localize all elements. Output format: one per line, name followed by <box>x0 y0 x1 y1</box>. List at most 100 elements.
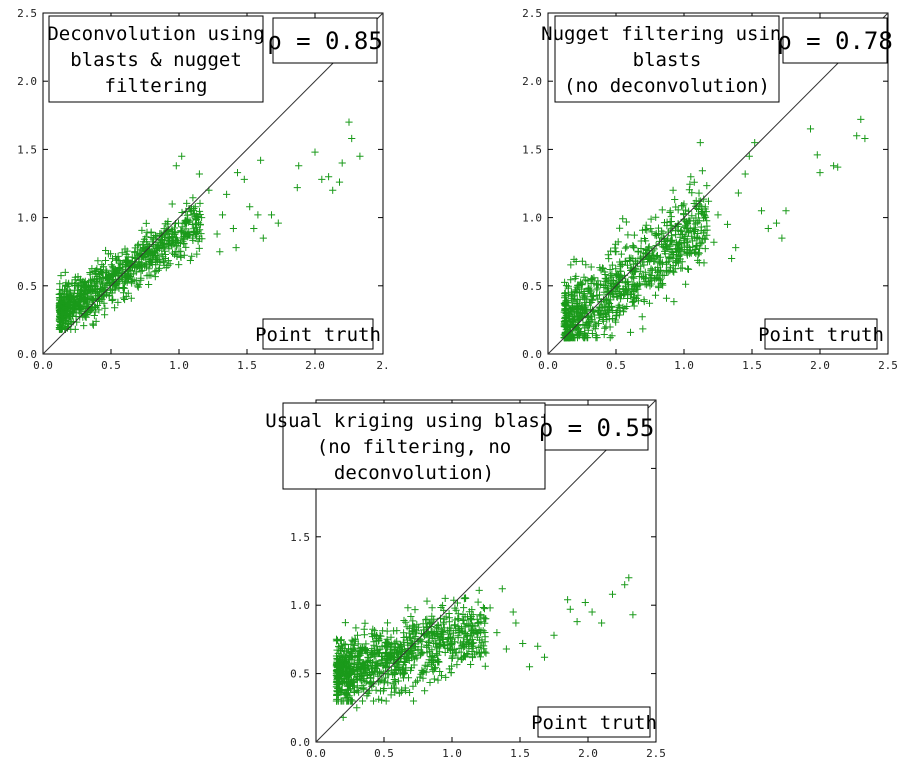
data-point <box>383 635 391 643</box>
data-point <box>640 274 648 282</box>
data-point <box>82 311 90 319</box>
data-point <box>390 654 398 662</box>
data-point <box>686 180 694 188</box>
data-point <box>354 653 362 661</box>
data-point <box>140 235 149 243</box>
data-point <box>424 642 432 650</box>
data-point <box>567 276 575 284</box>
data-point <box>353 686 361 694</box>
data-point <box>460 642 468 650</box>
data-point <box>419 674 427 682</box>
data-point <box>613 270 621 278</box>
data-point <box>461 653 469 661</box>
data-point <box>338 686 346 694</box>
data-point <box>567 261 575 269</box>
data-point <box>663 268 671 276</box>
data-point <box>816 169 824 177</box>
data-point <box>654 224 663 232</box>
data-point <box>567 320 575 328</box>
data-point <box>293 184 301 192</box>
data-point <box>335 681 343 689</box>
data-point <box>376 687 385 695</box>
scatter-panel-3: 0.00.51.01.52.02.50.00.51.01.52.0Usual k… <box>265 399 666 760</box>
data-point <box>564 334 572 342</box>
data-point <box>83 299 91 307</box>
data-point <box>587 311 595 319</box>
data-point <box>360 684 368 692</box>
data-point <box>164 261 172 269</box>
data-point <box>764 224 772 233</box>
data-point <box>353 704 361 712</box>
data-point <box>806 125 815 133</box>
data-point <box>101 284 109 292</box>
data-point <box>113 281 121 289</box>
data-point <box>423 662 431 670</box>
y-tick-label: 0.0 <box>290 736 310 749</box>
data-point <box>409 627 417 635</box>
data-point <box>453 599 462 607</box>
data-point <box>617 267 625 275</box>
data-point <box>419 620 427 628</box>
data-point <box>680 200 688 208</box>
data-point <box>114 298 122 306</box>
data-point <box>645 243 653 251</box>
data-point <box>168 232 176 241</box>
data-point <box>696 201 704 209</box>
data-point <box>123 247 131 255</box>
data-point <box>318 175 326 183</box>
data-point <box>395 689 403 697</box>
data-point <box>371 627 379 635</box>
data-point <box>135 258 143 266</box>
data-point <box>453 661 461 669</box>
data-point <box>693 234 701 242</box>
data-point <box>653 251 662 260</box>
data-point <box>700 195 708 203</box>
data-point <box>363 647 371 655</box>
data-point <box>377 669 385 677</box>
data-point <box>430 675 438 683</box>
data-point <box>81 277 89 285</box>
data-point <box>577 285 585 293</box>
data-point <box>421 687 429 695</box>
data-point <box>678 243 686 251</box>
title-line: (no filtering, no <box>317 436 511 458</box>
data-point <box>600 330 608 339</box>
data-point <box>672 203 680 211</box>
data-point <box>363 672 372 680</box>
data-point <box>122 274 130 282</box>
data-point <box>400 633 408 642</box>
data-point <box>582 261 590 269</box>
data-point <box>611 244 619 252</box>
reference-line <box>42 12 384 355</box>
data-point <box>139 241 147 249</box>
data-point <box>651 291 660 299</box>
data-point <box>685 243 693 252</box>
data-point <box>58 324 66 332</box>
data-point <box>455 625 463 633</box>
data-point <box>574 281 582 289</box>
data-point <box>659 229 667 237</box>
data-point <box>525 663 534 671</box>
data-point <box>191 203 199 211</box>
data-point <box>572 308 580 316</box>
data-point <box>468 626 476 635</box>
title-box <box>554 15 780 103</box>
y-tick-label: 0.0 <box>17 348 37 361</box>
data-point <box>126 262 134 270</box>
data-point <box>481 638 489 646</box>
data-point <box>607 247 615 255</box>
data-point <box>407 639 415 647</box>
data-point <box>391 670 399 678</box>
data-point <box>502 645 510 653</box>
data-point <box>593 334 601 342</box>
plot-frame <box>42 12 384 355</box>
x-axis-label-box <box>262 318 374 350</box>
data-point <box>661 247 669 255</box>
data-point <box>155 245 163 253</box>
data-point <box>579 293 587 301</box>
data-point <box>703 182 711 190</box>
x-tick-label: 2. <box>376 359 389 372</box>
data-point <box>80 294 88 302</box>
data-point <box>160 247 169 255</box>
data-point <box>540 653 549 661</box>
